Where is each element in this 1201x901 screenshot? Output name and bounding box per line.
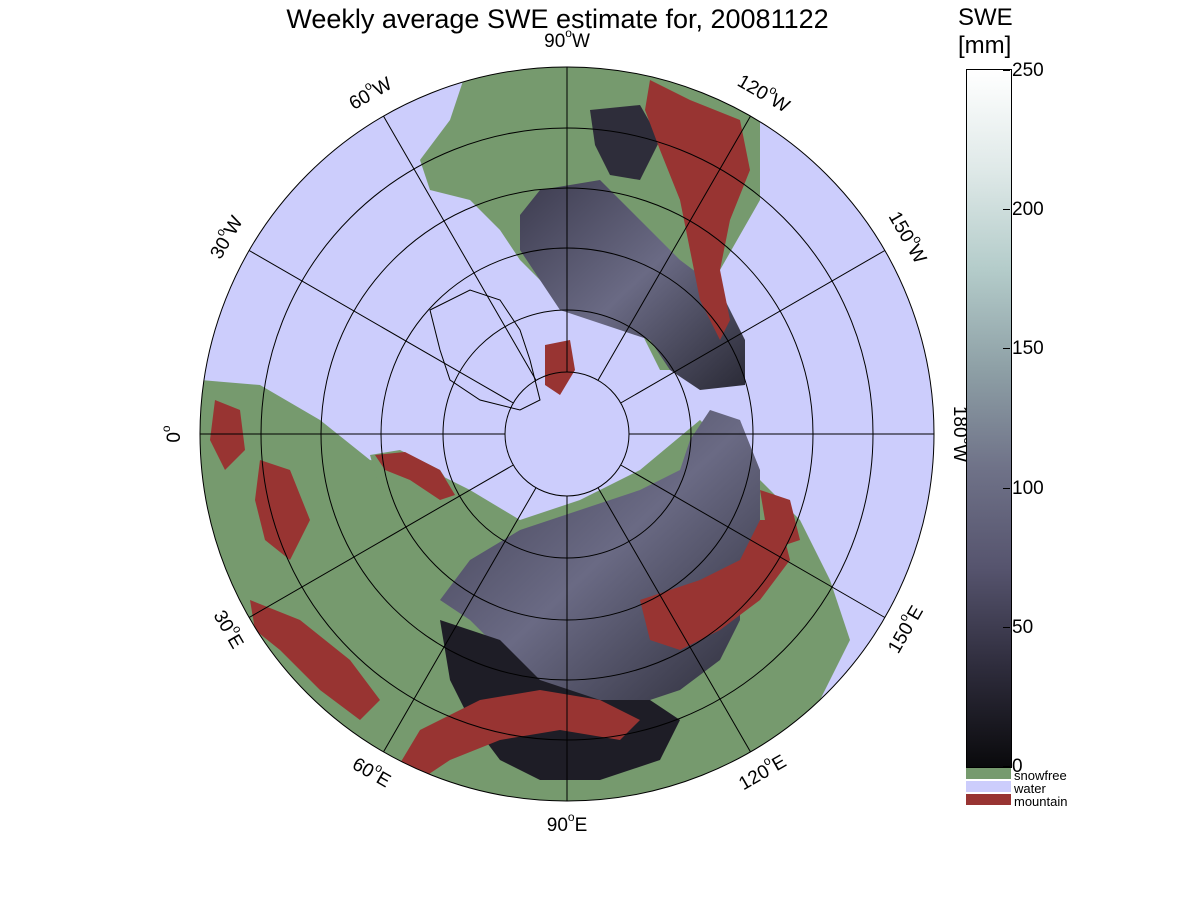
mountain-caucasus-zagros	[250, 600, 380, 720]
colorbar-tick-label: 250	[1012, 60, 1044, 81]
colorbar-tick-label: 0	[1012, 756, 1023, 777]
colorbar-tick-mark	[1003, 209, 1010, 211]
colorbar-tick-mark	[1003, 348, 1010, 350]
colorbar-tick-mark	[1003, 626, 1010, 628]
colorbar-tick-label: 50	[1012, 616, 1034, 638]
meridian-line	[248, 464, 514, 618]
meridian-line	[620, 464, 886, 618]
meridian-line	[383, 115, 537, 381]
figure-title: Weekly average SWE estimate for, 2008112…	[286, 4, 829, 34]
meridian-line	[383, 487, 537, 753]
graticule	[199, 66, 935, 802]
meridian-line	[597, 115, 751, 381]
legend-label-mountain: mountain	[1014, 794, 1068, 809]
longitude-label: 120oW	[734, 67, 796, 118]
meridian-line	[620, 250, 886, 404]
colorbar-tick-mark	[1003, 70, 1010, 71]
colorbar-title-line1: SWE	[958, 4, 1013, 31]
meridian-line	[248, 250, 514, 404]
colorbar-gradient	[966, 69, 1012, 768]
longitude-label: 60oE	[348, 750, 396, 793]
mountain-kamchatka	[760, 490, 800, 545]
mountain-iberia	[210, 400, 245, 470]
mountain-east-siberia	[640, 520, 790, 650]
longitude-label: 60oW	[343, 69, 396, 114]
colorbar-title-line2: [mm]	[958, 32, 1012, 59]
landmass-greenland	[429, 289, 541, 411]
longitude-label: 150oW	[884, 206, 935, 268]
mountain-alps	[255, 460, 310, 560]
legend-swatch-mountain	[966, 794, 1011, 805]
colorbar-tick-label: 200	[1012, 199, 1044, 221]
longitude-label: 90oE	[547, 810, 588, 836]
legend-swatch-water	[966, 781, 1011, 792]
longitude-label: 30oW	[202, 210, 247, 263]
colorbar-tick-label: 100	[1012, 477, 1044, 499]
snow-alaska-north	[590, 105, 660, 180]
legend-label-snowfree: snowfree	[1014, 768, 1067, 783]
meridian-line	[597, 487, 751, 753]
longitude-label: 0o	[159, 425, 185, 443]
legend-swatch-snowfree	[966, 768, 1011, 779]
mountain-scandinavia	[375, 452, 455, 500]
longitude-label: 90oW	[544, 26, 590, 52]
snow-north-america	[520, 180, 745, 390]
colorbar-tick-mark	[1003, 487, 1010, 489]
colorbar-tick-mark	[1003, 766, 1010, 767]
mountain-rockies	[645, 80, 750, 340]
legend-label-water: water	[1014, 781, 1046, 796]
colorbar-tick-label: 150	[1012, 338, 1044, 360]
longitude-label: 30oE	[209, 605, 252, 653]
